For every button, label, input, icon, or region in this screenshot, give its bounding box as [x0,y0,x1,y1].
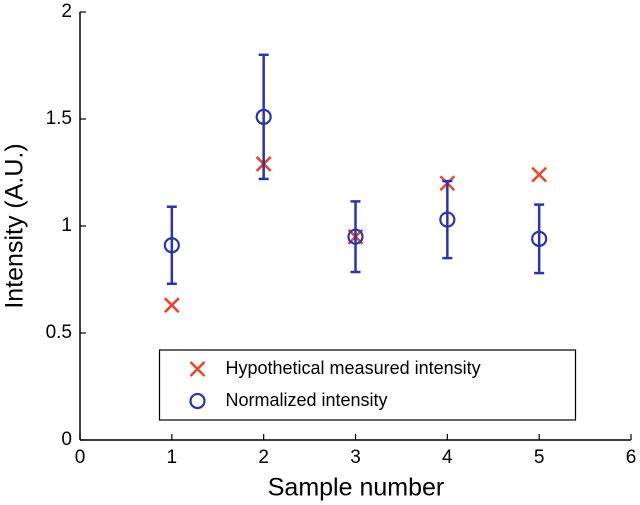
x-axis-label: Sample number [268,474,444,502]
circle-marker [531,230,548,247]
circle-marker [189,392,206,410]
y-axis-label: Intensity (A.U.) [1,143,29,308]
x-tick-label: 6 [626,447,637,468]
x-tick-label: 2 [258,447,269,468]
legend-label: Normalized intensity [226,390,388,410]
y-tick-label: 2 [61,1,72,22]
x-marker [189,361,206,377]
legend-label: Hypothetical measured intensity [226,358,481,378]
x-tick-label: 1 [167,447,178,468]
error-bar [166,205,177,286]
circle-marker [255,108,272,125]
circle-marker [347,228,364,245]
error-bar [534,203,545,275]
y-tick-label: 1.5 [46,108,72,129]
x-marker [163,297,180,314]
y-tick-label: 1 [61,215,72,236]
circle-marker [163,237,180,254]
x-marker [531,166,548,183]
y-tick-label: 0 [61,429,72,450]
x-tick-label: 3 [350,447,361,468]
error-bar [350,200,361,274]
legend-box [158,349,577,421]
circle-marker [439,211,456,228]
x-tick-label: 4 [442,447,453,468]
error-bar [258,53,269,181]
x-tick-label: 0 [75,447,86,468]
y-tick-label: 0.5 [46,322,72,343]
x-tick-label: 5 [534,447,545,468]
error-bar [442,179,453,260]
